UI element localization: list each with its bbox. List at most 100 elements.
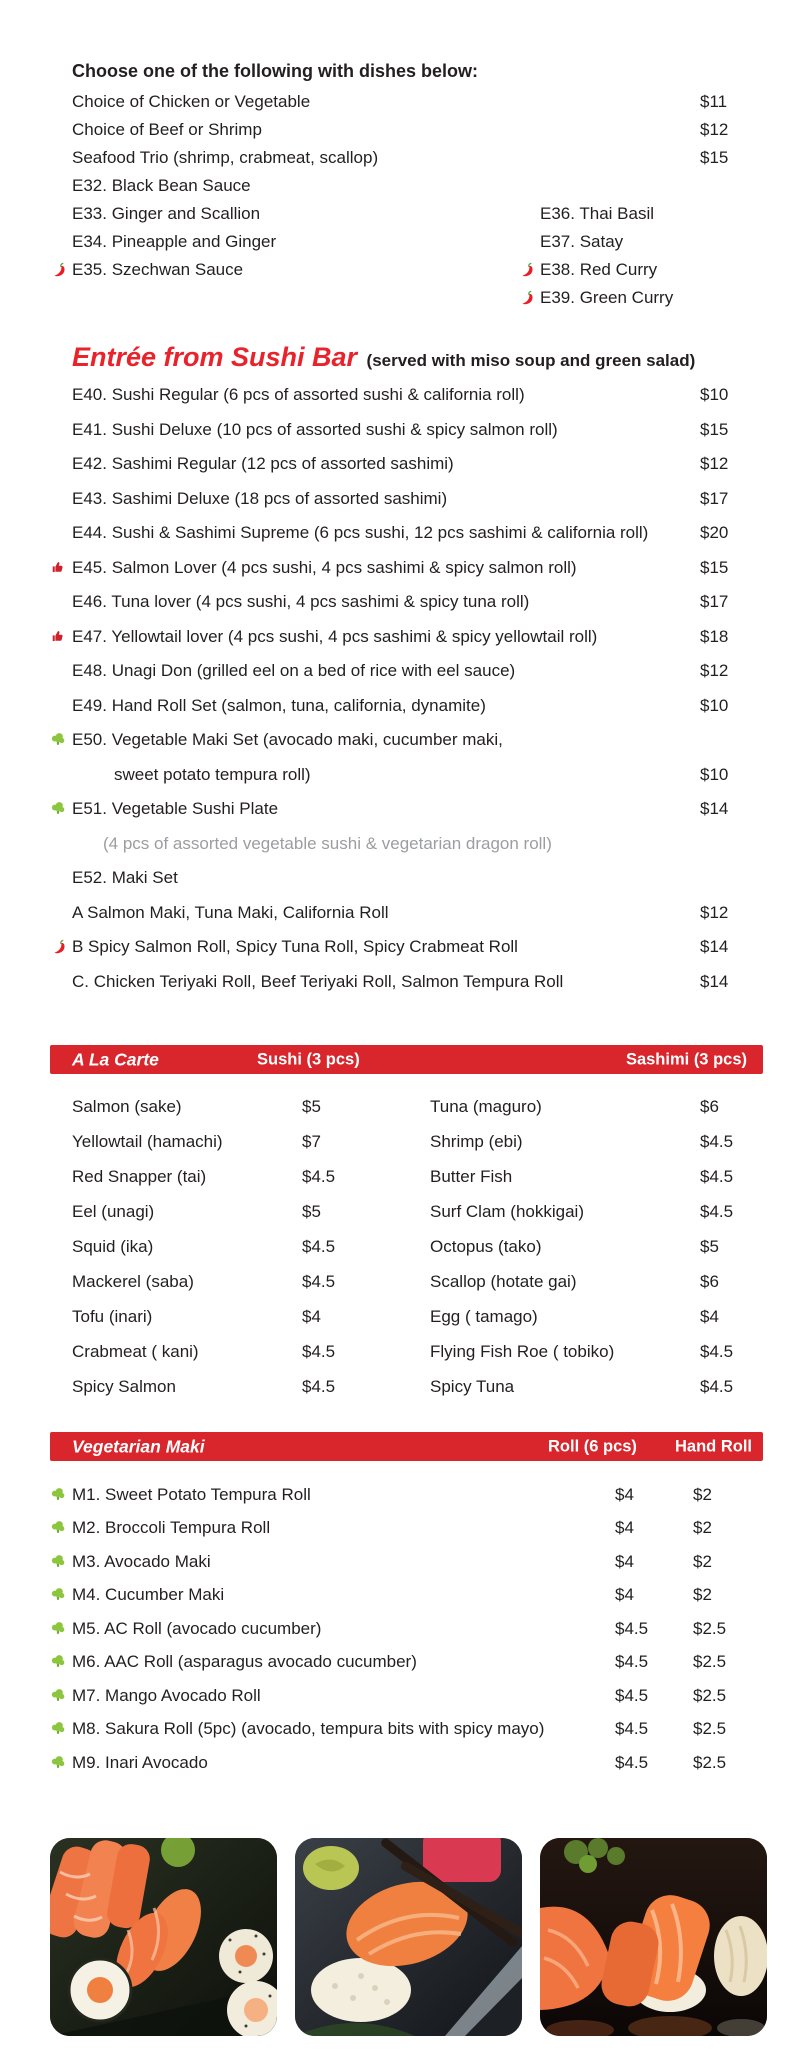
item-price: $6 [700,1271,719,1291]
sauce-options-left: E32. Black Bean Sauce E33. Ginger and Sc… [0,172,420,284]
menu-item-row: E40. Sushi Regular (6 pcs of assorted su… [0,378,794,413]
a-la-carte-row: Yellowtail (hamachi) $7 Shrimp (ebi) $4.… [0,1124,794,1159]
veg-icon [50,1687,67,1704]
item-label: E43. Sashimi Deluxe (18 pcs of assorted … [72,488,448,508]
sauce-options: E32. Black Bean Sauce E33. Ginger and Sc… [0,172,794,320]
item-label: Scallop (hotate gai) [430,1271,577,1291]
menu-item-row: E46. Tuna lover (4 pcs sushi, 4 pcs sash… [0,585,794,620]
item-label: Crabmeat ( kani) [72,1341,199,1361]
option-label: E32. Black Bean Sauce [72,176,251,195]
a-la-carte-row: Tofu (inari) $4 Egg ( tamago) $4 [0,1299,794,1334]
option-row: E36. Thai Basil [468,200,794,228]
hand-roll-price: $2.5 [693,1618,727,1638]
item-label: E46. Tuna lover (4 pcs sushi, 4 pcs sash… [72,592,530,612]
option-row: E35. Szechwan Sauce [0,256,420,284]
option-row: E33. Ginger and Scallion [0,200,420,228]
item-label: Tuna (maguro) [430,1096,542,1116]
menu-item-row: Choice of Beef or Shrimp $12 [0,116,794,144]
menu-item-row: C. Chicken Teriyaki Roll, Beef Teriyaki … [0,965,794,1000]
menu-item-row: E42. Sashimi Regular (12 pcs of assorted… [0,447,794,482]
item-label: Eel (unagi) [72,1201,155,1221]
item-label: C. Chicken Teriyaki Roll, Beef Teriyaki … [72,971,564,991]
item-price: $4 [700,1306,719,1326]
item-price: $14 [700,937,729,957]
item-label: Choice of Beef or Shrimp [72,120,262,139]
item-label: E41. Sushi Deluxe (10 pcs of assorted su… [72,419,558,439]
column-header-hand-roll: Hand Roll [675,1437,752,1455]
item-price: $4.5 [700,1131,734,1151]
item-price: $17 [700,592,729,612]
item-label: M2. Broccoli Tempura Roll [72,1518,271,1538]
item-price: $12 [700,454,729,474]
item-label: Spicy Tuna [430,1376,515,1396]
sushi-photo-platter [50,1838,277,2036]
item-price: $4.5 [700,1201,734,1221]
item-price: $4 [302,1306,321,1326]
veg-icon [50,1754,67,1771]
menu-item-row: E51. Vegetable Sushi Plate $14 [0,792,794,827]
roll-price: $4.5 [615,1685,649,1705]
hand-roll-price: $2 [693,1551,712,1571]
a-la-carte-rows: Salmon (sake) $5 Tuna (maguro) $6 Yellow… [0,1089,794,1404]
item-price: $4.5 [302,1341,336,1361]
item-label: M6. AAC Roll (asparagus avocado cucumber… [72,1652,417,1672]
item-label: Flying Fish Roe ( tobiko) [430,1341,615,1361]
option-row: E38. Red Curry [468,256,794,284]
item-label: E52. Maki Set [72,868,178,888]
veg-icon [50,1620,67,1637]
option-row: E37. Satay [468,228,794,256]
item-label: E45. Salmon Lover (4 pcs sushi, 4 pcs sa… [72,557,577,577]
item-price: $4.5 [302,1271,336,1291]
item-price: $10 [700,764,729,784]
option-row: E39. Green Curry [468,284,794,312]
veg-icon [50,1520,67,1537]
item-label: E42. Sashimi Regular (12 pcs of assorted… [72,454,454,474]
item-price: $7 [302,1131,321,1151]
a-la-carte-row: Eel (unagi) $5 Surf Clam (hokkigai) $4.5 [0,1194,794,1229]
a-la-carte-header-bar: A La Carte Sushi (3 pcs) Sashimi (3 pcs) [50,1045,763,1074]
entree-sushi-bar-section: Entrée from Sushi Bar (served with miso … [0,336,794,999]
section-title-row: Entrée from Sushi Bar (served with miso … [0,336,794,378]
item-label: M3. Avocado Maki [72,1551,211,1571]
menu-item-row: M1. Sweet Potato Tempura Roll $4 $2 [0,1478,794,1512]
menu-item-row: E45. Salmon Lover (4 pcs sushi, 4 pcs sa… [0,551,794,586]
menu-item-row: E41. Sushi Deluxe (10 pcs of assorted su… [0,413,794,448]
column-header-sushi: Sushi (3 pcs) [257,1050,360,1068]
option-row: E34. Pineapple and Ginger [0,228,420,256]
roll-price: $4.5 [615,1618,649,1638]
option-label: E37. Satay [540,232,624,251]
hand-roll-price: $2 [693,1518,712,1538]
menu-item-row: M2. Broccoli Tempura Roll $4 $2 [0,1512,794,1546]
veg-icon [50,1587,67,1604]
item-label: E49. Hand Roll Set (salmon, tuna, califo… [72,695,486,715]
hand-roll-price: $2.5 [693,1685,727,1705]
item-label: E48. Unagi Don (grilled eel on a bed of … [72,661,516,681]
table-title: A La Carte [72,1049,159,1069]
item-price: $6 [700,1096,719,1116]
item-label: Tofu (inari) [72,1306,153,1326]
hand-roll-price: $2.5 [693,1752,727,1772]
entree-item-list: E40. Sushi Regular (6 pcs of assorted su… [0,378,794,999]
item-price: $12 [700,120,729,139]
item-price: $15 [700,557,729,577]
veg-icon [50,1553,67,1570]
item-label: M9. Inari Avocado [72,1752,208,1772]
photo-strip [50,1838,767,2036]
item-price: $12 [700,661,729,681]
column-header-sashimi: Sashimi (3 pcs) [625,1050,747,1068]
item-label: A Salmon Maki, Tuna Maki, California Rol… [72,902,389,922]
hand-roll-price: $2 [693,1484,712,1504]
item-label: Spicy Salmon [72,1376,176,1396]
item-price: $12 [700,902,729,922]
veg-icon [50,1721,67,1738]
veg-icon [50,801,67,818]
a-la-carte-row: Red Snapper (tai) $4.5 Butter Fish $4.5 [0,1159,794,1194]
item-label: Mackerel (saba) [72,1271,194,1291]
vegetarian-maki-section: Vegetarian Maki Roll (6 pcs) Hand Roll M… [0,1432,794,1780]
item-price: $18 [700,626,729,646]
item-label: (4 pcs of assorted vegetable sushi & veg… [103,833,552,853]
menu-item-row: M9. Inari Avocado $4.5 $2.5 [0,1746,794,1780]
roll-price: $4 [615,1585,634,1605]
option-label: E34. Pineapple and Ginger [72,232,277,251]
sushi-photo-chopsticks [295,1838,522,2036]
